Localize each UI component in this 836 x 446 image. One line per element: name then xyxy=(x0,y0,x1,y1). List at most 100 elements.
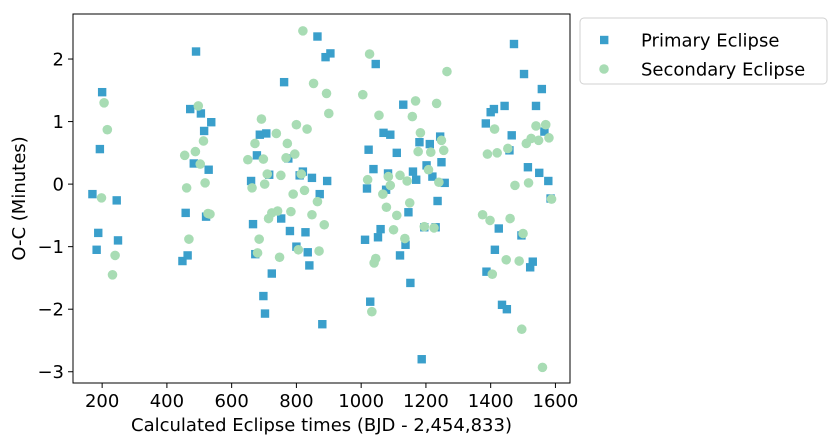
secondary-eclipse-point xyxy=(271,128,282,139)
legend-marker-secondary xyxy=(599,64,609,74)
secondary-eclipse-point xyxy=(442,66,452,77)
primary-eclipse-point xyxy=(303,248,312,257)
secondary-eclipse-point xyxy=(299,185,310,196)
secondary-eclipse-point xyxy=(276,170,286,181)
secondary-eclipse-point xyxy=(501,254,512,265)
y-tick-label: 2 xyxy=(53,50,64,71)
x-tick-label: 600 xyxy=(214,391,248,412)
secondary-eclipse-point xyxy=(308,78,319,89)
primary-eclipse-point xyxy=(415,138,424,147)
secondary-eclipse-point xyxy=(302,124,312,134)
secondary-eclipse-point xyxy=(96,193,107,203)
primary-eclipse-point xyxy=(321,52,330,62)
primary-eclipse-point xyxy=(507,131,516,140)
secondary-eclipse-point xyxy=(243,154,253,165)
secondary-eclipse-point xyxy=(200,178,210,188)
primary-eclipse-point xyxy=(199,126,209,136)
primary-eclipse-point xyxy=(366,297,375,306)
secondary-eclipse-point xyxy=(391,210,402,221)
x-tick-label: 1600 xyxy=(533,391,579,412)
secondary-eclipse-point xyxy=(102,124,113,135)
primary-eclipse-point xyxy=(417,355,426,364)
secondary-eclipse-point xyxy=(314,246,324,256)
secondary-eclipse-point xyxy=(526,133,536,144)
secondary-eclipse-point xyxy=(531,121,541,131)
secondary-eclipse-point xyxy=(514,256,524,266)
primary-eclipse-point xyxy=(95,144,105,154)
secondary-eclipse-point xyxy=(436,135,447,146)
secondary-eclipse-point xyxy=(423,164,434,175)
secondary-eclipse-point xyxy=(293,244,304,255)
secondary-eclipse-point xyxy=(179,150,190,161)
secondary-eclipse-point xyxy=(110,250,120,261)
primary-eclipse-point xyxy=(440,178,449,188)
legend-label: Primary Eclipse xyxy=(641,31,779,52)
primary-eclipse-point xyxy=(523,163,533,172)
primary-eclipse-point xyxy=(248,219,258,229)
primary-eclipse-point xyxy=(537,84,547,94)
primary-eclipse-point xyxy=(404,208,413,217)
primary-eclipse-point xyxy=(425,139,435,149)
primary-eclipse-point xyxy=(276,214,286,223)
primary-eclipse-point xyxy=(412,175,421,184)
legend-label: Secondary Eclipse xyxy=(641,60,805,81)
secondary-eclipse-point xyxy=(281,153,291,163)
secondary-eclipse-point xyxy=(298,26,308,36)
secondary-eclipse-point xyxy=(282,138,293,149)
primary-eclipse-point xyxy=(255,130,265,139)
secondary-eclipse-point xyxy=(254,234,264,244)
primary-eclipse-point xyxy=(540,127,549,136)
primary-eclipse-point xyxy=(305,261,314,270)
primary-eclipse-point xyxy=(531,101,541,111)
primary-eclipse-point xyxy=(369,164,378,174)
primary-eclipse-point xyxy=(433,196,442,206)
secondary-eclipse-point xyxy=(198,136,209,146)
primary-eclipse-point xyxy=(399,100,408,109)
primary-eclipse-point xyxy=(112,196,121,205)
primary-eclipse-point xyxy=(262,129,271,138)
primary-eclipse-point xyxy=(183,251,192,260)
secondary-eclipse-point xyxy=(364,49,375,59)
primary-eclipse-point xyxy=(371,59,380,69)
x-tick-label: 1000 xyxy=(338,391,384,412)
secondary-eclipse-point xyxy=(385,180,396,191)
secondary-eclipse-point xyxy=(250,138,260,149)
y-tick-label: 0 xyxy=(53,175,64,196)
primary-eclipse-point xyxy=(315,189,324,199)
secondary-eclipse-point xyxy=(99,98,109,108)
secondary-eclipse-point xyxy=(503,143,513,154)
secondary-eclipse-point xyxy=(289,149,300,159)
primary-eclipse-point xyxy=(525,263,535,272)
secondary-eclipse-point xyxy=(319,219,330,230)
y-axis-label: O-C (Minutes) xyxy=(9,136,30,260)
secondary-eclipse-point xyxy=(362,174,373,185)
primary-eclipse-point xyxy=(406,278,415,288)
secondary-eclipse-point xyxy=(259,179,270,189)
secondary-eclipse-point xyxy=(510,180,520,191)
primary-eclipse-point xyxy=(381,185,391,194)
secondary-eclipse-point xyxy=(190,146,201,157)
secondary-eclipse-point xyxy=(425,147,436,158)
secondary-eclipse-point xyxy=(533,135,544,146)
secondary-eclipse-point xyxy=(523,178,534,188)
secondary-eclipse-point xyxy=(395,170,405,181)
primary-eclipse-point xyxy=(395,251,405,260)
secondary-eclipse-point xyxy=(546,194,557,204)
secondary-eclipse-point xyxy=(477,209,488,220)
primary-eclipse-point xyxy=(481,119,491,128)
primary-eclipse-point xyxy=(326,49,335,58)
secondary-eclipse-point xyxy=(374,110,384,121)
secondary-eclipse-point xyxy=(256,114,267,124)
primary-eclipse-point xyxy=(204,165,213,174)
secondary-eclipse-point xyxy=(272,206,283,216)
primary-eclipse-point xyxy=(535,168,544,178)
primary-eclipse-point xyxy=(509,39,519,49)
secondary-eclipse-point xyxy=(492,148,502,158)
secondary-eclipse-point xyxy=(258,154,269,164)
secondary-eclipse-point xyxy=(291,119,302,130)
y-tick-label: 1 xyxy=(53,112,64,133)
primary-eclipse-point xyxy=(301,228,310,237)
legend-box xyxy=(579,17,828,85)
secondary-eclipse-point xyxy=(357,89,368,100)
